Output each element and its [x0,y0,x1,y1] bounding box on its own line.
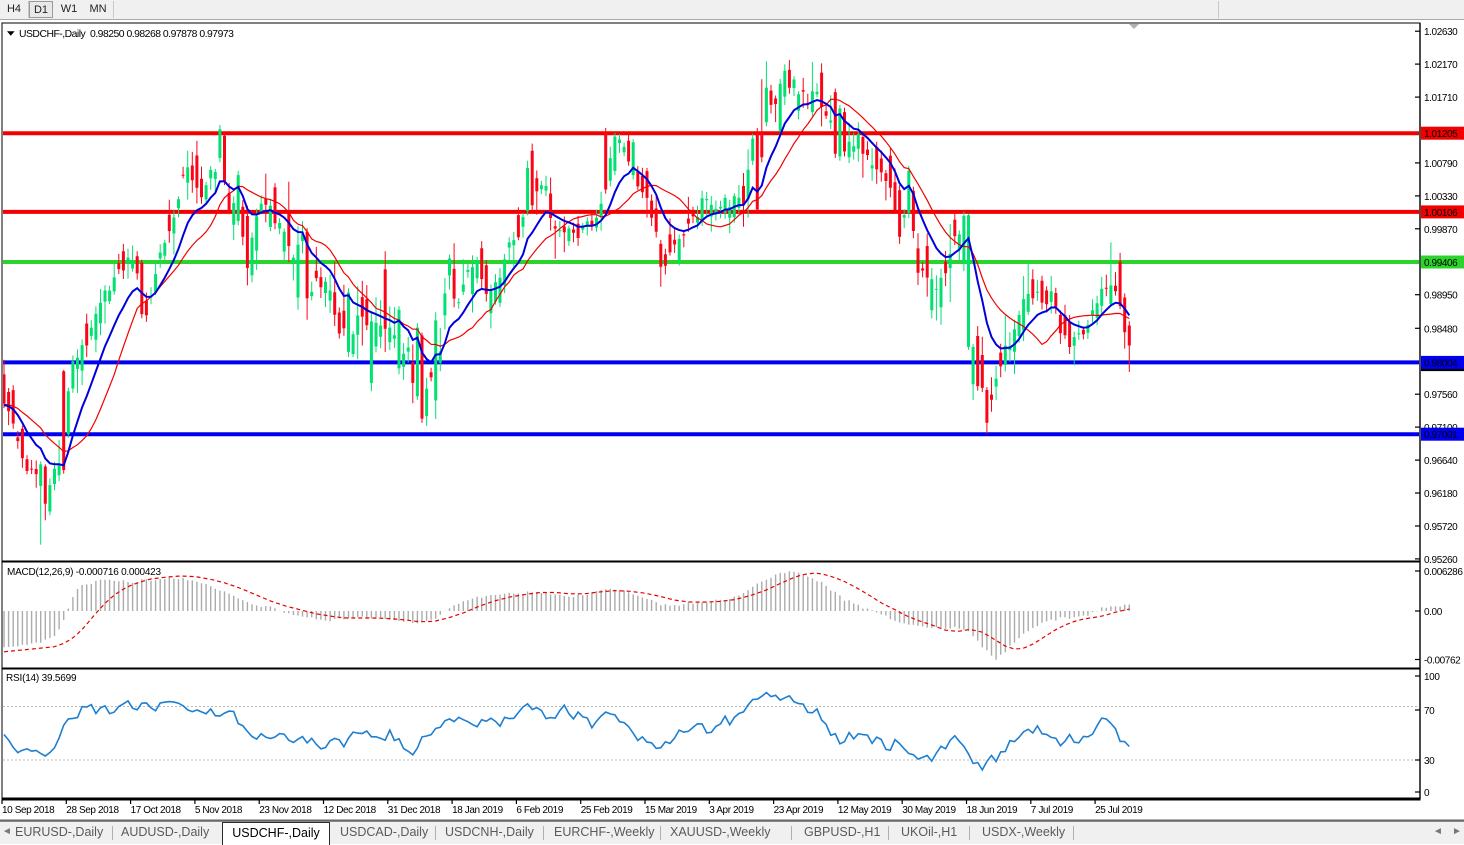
svg-text:18 Jun 2019: 18 Jun 2019 [967,805,1018,816]
svg-text:RSI(14) 39.5699: RSI(14) 39.5699 [6,673,77,684]
svg-text:7 Jul 2019: 7 Jul 2019 [1031,805,1074,816]
svg-text:100: 100 [1424,672,1440,683]
svg-text:0.99406: 0.99406 [1424,258,1458,269]
svg-text:1.00106: 1.00106 [1424,208,1458,219]
svg-text:USDCHF-,Daily 0.98250 0.98268: USDCHF-,Daily 0.98250 0.98268 0.97878 0.… [19,29,234,40]
svg-text:28 Sep 2018: 28 Sep 2018 [66,805,119,816]
svg-text:MACD(12,26,9) -0.000716 0.0004: MACD(12,26,9) -0.000716 0.000423 [7,567,161,578]
svg-text:12 May 2019: 12 May 2019 [838,805,892,816]
svg-text:0.98480: 0.98480 [1424,324,1458,335]
svg-text:-0.00762: -0.00762 [1424,656,1461,667]
svg-text:0.006286: 0.006286 [1424,567,1463,578]
svg-text:25 Feb 2019: 25 Feb 2019 [581,805,634,816]
svg-text:0.96640: 0.96640 [1424,456,1458,467]
svg-text:0.98950: 0.98950 [1424,291,1458,302]
svg-text:15 Mar 2019: 15 Mar 2019 [645,805,698,816]
svg-text:0.99870: 0.99870 [1424,225,1458,236]
svg-text:0.97560: 0.97560 [1424,390,1458,401]
svg-text:30: 30 [1424,756,1435,767]
svg-text:0.97001: 0.97001 [1424,430,1458,441]
svg-text:1.00790: 1.00790 [1424,159,1458,170]
svg-text:17 Oct 2018: 17 Oct 2018 [131,805,182,816]
svg-text:30 May 2019: 30 May 2019 [902,805,956,816]
svg-text:6 Feb 2019: 6 Feb 2019 [516,805,563,816]
svg-text:1.02170: 1.02170 [1424,60,1458,71]
svg-text:31 Dec 2018: 31 Dec 2018 [388,805,441,816]
svg-text:23 Apr 2019: 23 Apr 2019 [774,805,824,816]
svg-text:0.98004: 0.98004 [1424,358,1458,369]
svg-text:1.00330: 1.00330 [1424,192,1458,203]
svg-text:0.96180: 0.96180 [1424,489,1458,500]
svg-text:5 Nov 2018: 5 Nov 2018 [195,805,243,816]
svg-text:3 Apr 2019: 3 Apr 2019 [709,805,754,816]
svg-text:1.02630: 1.02630 [1424,27,1458,38]
svg-text:1.01205: 1.01205 [1424,129,1458,140]
svg-text:10 Sep 2018: 10 Sep 2018 [2,805,55,816]
svg-text:12 Dec 2018: 12 Dec 2018 [324,805,377,816]
svg-text:25 Jul 2019: 25 Jul 2019 [1095,805,1143,816]
svg-text:18 Jan 2019: 18 Jan 2019 [452,805,503,816]
svg-text:0.00: 0.00 [1424,607,1443,618]
svg-text:23 Nov 2018: 23 Nov 2018 [259,805,312,816]
svg-text:70: 70 [1424,706,1435,717]
svg-text:0.95260: 0.95260 [1424,555,1458,566]
svg-text:1.01710: 1.01710 [1424,93,1458,104]
svg-text:0.95720: 0.95720 [1424,522,1458,533]
svg-text:0: 0 [1424,788,1430,799]
